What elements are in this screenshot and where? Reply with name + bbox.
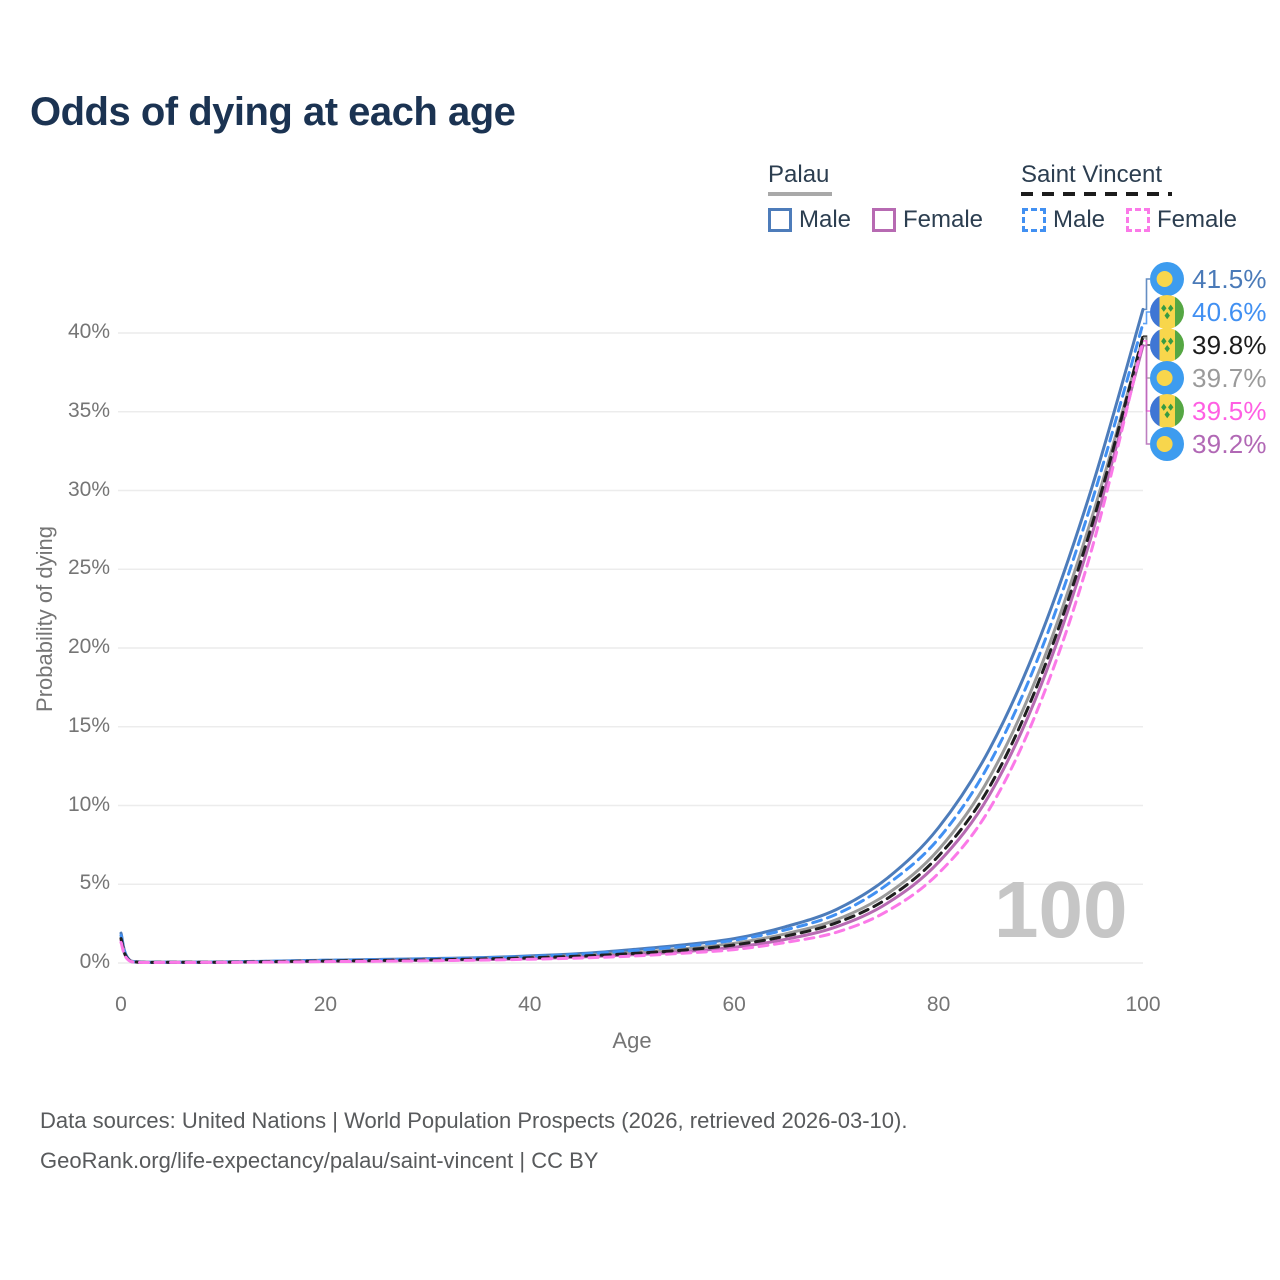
y-tick-label: 0% — [79, 950, 110, 973]
saint-vincent-flag-icon — [1150, 295, 1184, 329]
palau-male-swatch — [768, 208, 792, 232]
sv-male-swatch — [1022, 208, 1046, 232]
saint-vincent-flag-icon — [1150, 328, 1184, 362]
y-tick-label: 20% — [67, 635, 110, 658]
legend-item-label: Female — [1157, 206, 1238, 233]
y-tick-label: 40% — [67, 320, 110, 343]
legend-group-saint-vincent: Saint Vincent — [1021, 161, 1172, 196]
legend-group-palau: Palau — [768, 161, 832, 196]
end-label-value: 39.7% — [1192, 362, 1267, 393]
end-label-value: 40.6% — [1192, 296, 1267, 327]
legend-item-label: Male — [1053, 206, 1106, 233]
line-saint-vincent-male[interactable] — [119, 322, 1145, 964]
legend-item-label: Female — [903, 206, 984, 233]
legend-item-palau-female[interactable]: Female — [872, 206, 983, 234]
palau-female-swatch — [872, 208, 896, 232]
x-tick-label: 100 — [1125, 993, 1161, 1016]
end-label-connector — [1143, 344, 1150, 445]
palau-flag-icon — [1150, 361, 1184, 395]
y-tick-label: 5% — [79, 871, 110, 895]
end-label-saint-vincent-both-sexes: 39.8% — [1150, 328, 1267, 362]
legend-saint-vincent-label: Saint Vincent — [1021, 161, 1162, 188]
x-tick-label: 60 — [722, 993, 746, 1016]
line-palau-female[interactable] — [119, 344, 1145, 964]
legend-item-sv-female[interactable]: Female — [1126, 206, 1237, 234]
end-label-saint-vincent-male: 40.6% — [1150, 295, 1267, 329]
x-tick-label: 80 — [926, 993, 951, 1016]
line-saint-vincent-female[interactable] — [119, 339, 1145, 964]
legend-saint-vincent-underline — [1021, 192, 1172, 196]
palau-flag-icon — [1150, 262, 1184, 296]
end-label-palau-male: 41.5% — [1150, 262, 1267, 296]
legend-item-label: Male — [799, 206, 852, 233]
line-palau-both-sexes[interactable] — [119, 336, 1145, 964]
legend-palau-label: Palau — [768, 161, 830, 188]
line-saint-vincent-both-sexes[interactable] — [119, 334, 1145, 964]
end-label-value: 39.5% — [1192, 395, 1267, 426]
end-label-connector — [1143, 278, 1150, 311]
legend-item-sv-male[interactable]: Male — [1022, 206, 1105, 234]
x-tick-label: 20 — [313, 993, 338, 1016]
legend-item-palau-male[interactable]: Male — [768, 206, 851, 234]
end-label-value: 39.8% — [1192, 329, 1267, 360]
legend-palau-underline — [768, 192, 832, 196]
x-tick-label: 0 — [115, 993, 127, 1016]
end-label-palau-both-sexes: 39.7% — [1150, 361, 1267, 395]
y-tick-label: 30% — [67, 477, 110, 501]
end-label-value: 39.2% — [1192, 428, 1267, 459]
end-label-saint-vincent-female: 39.5% — [1150, 394, 1267, 428]
x-axis-title: Age — [612, 1028, 652, 1053]
x-tick-label: 40 — [518, 993, 542, 1016]
y-tick-label: 25% — [67, 556, 110, 580]
y-axis-title: Probability of dying — [32, 526, 57, 712]
end-label-connector — [1143, 311, 1150, 325]
page-title: Odds of dying at each age — [30, 90, 516, 134]
y-tick-label: 35% — [67, 398, 110, 422]
end-label-palau-female: 39.2% — [1150, 427, 1267, 461]
hovered-age-watermark: 100 — [994, 865, 1128, 954]
y-tick-label: 15% — [67, 713, 110, 737]
saint-vincent-flag-icon — [1150, 394, 1184, 428]
y-tick-label: 10% — [67, 792, 110, 816]
end-label-value: 41.5% — [1192, 263, 1267, 294]
sv-female-swatch — [1126, 208, 1150, 232]
line-palau-male[interactable] — [119, 307, 1145, 964]
footer-attribution: GeoRank.org/life-expectancy/palau/saint-… — [40, 1148, 599, 1173]
palau-flag-icon — [1150, 427, 1184, 461]
footer-sources: Data sources: United Nations | World Pop… — [40, 1108, 908, 1133]
